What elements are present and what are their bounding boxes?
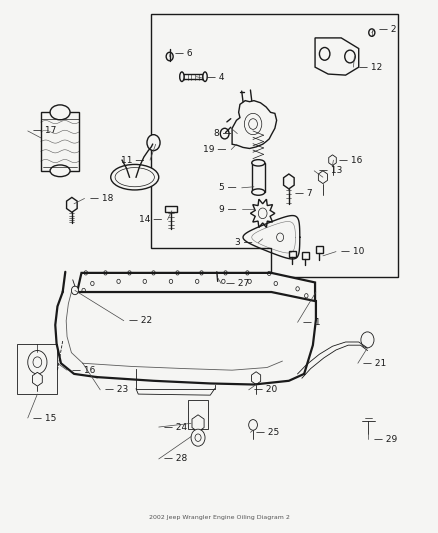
Text: — 7: — 7 [295, 189, 313, 198]
Circle shape [147, 135, 160, 151]
Polygon shape [151, 14, 398, 277]
Text: 2002 Jeep Wrangler Engine Oiling Diagram 2: 2002 Jeep Wrangler Engine Oiling Diagram… [148, 515, 290, 520]
Text: 9 —: 9 — [219, 205, 237, 214]
Ellipse shape [50, 165, 70, 176]
Text: — 18: — 18 [90, 194, 113, 203]
Polygon shape [289, 251, 296, 257]
Polygon shape [251, 372, 261, 384]
Text: — 17: — 17 [33, 126, 57, 135]
Circle shape [249, 419, 258, 430]
Text: — 1: — 1 [303, 318, 321, 327]
Text: — 27: — 27 [226, 279, 250, 288]
Polygon shape [232, 101, 277, 149]
Text: — 24: — 24 [164, 423, 187, 432]
Text: — 2: — 2 [379, 26, 397, 35]
Text: 14 —: 14 — [139, 215, 162, 224]
Ellipse shape [252, 160, 265, 166]
Ellipse shape [252, 189, 265, 195]
Text: — 16: — 16 [339, 156, 362, 165]
Text: — 6: — 6 [175, 50, 193, 58]
Text: — 21: — 21 [363, 359, 386, 368]
Text: 19 —: 19 — [203, 145, 226, 154]
Text: 5 —: 5 — [219, 183, 237, 192]
Ellipse shape [111, 165, 159, 190]
Text: 11 —: 11 — [121, 156, 145, 165]
Polygon shape [316, 246, 323, 253]
Polygon shape [182, 74, 205, 79]
Polygon shape [302, 252, 309, 259]
Polygon shape [329, 155, 336, 165]
Circle shape [166, 52, 173, 61]
Polygon shape [318, 171, 328, 183]
Text: — 13: — 13 [319, 166, 343, 175]
Polygon shape [77, 273, 315, 301]
Polygon shape [67, 197, 77, 212]
Text: — 28: — 28 [164, 455, 187, 463]
Polygon shape [192, 415, 204, 432]
Text: — 29: — 29 [374, 435, 397, 444]
Polygon shape [32, 372, 42, 386]
Text: — 15: — 15 [33, 414, 57, 423]
Text: 3 —: 3 — [236, 238, 253, 247]
Polygon shape [165, 206, 177, 212]
Text: — 23: — 23 [106, 385, 129, 394]
Circle shape [345, 50, 355, 63]
Ellipse shape [203, 72, 207, 82]
Polygon shape [252, 163, 265, 192]
Polygon shape [41, 112, 79, 171]
Text: 8 —: 8 — [215, 129, 232, 138]
Polygon shape [251, 199, 275, 228]
Circle shape [220, 128, 229, 139]
Text: — 22: — 22 [129, 316, 152, 325]
Circle shape [191, 429, 205, 446]
Polygon shape [188, 400, 208, 429]
Text: — 25: — 25 [256, 428, 279, 437]
Ellipse shape [50, 105, 70, 120]
Circle shape [369, 29, 375, 36]
Text: — 10: — 10 [341, 247, 364, 256]
Text: — 20: — 20 [254, 385, 277, 394]
Text: — 16: — 16 [72, 366, 95, 375]
Circle shape [28, 351, 47, 374]
Circle shape [361, 332, 374, 348]
Circle shape [71, 286, 78, 295]
Circle shape [319, 47, 330, 60]
Ellipse shape [180, 72, 184, 82]
Polygon shape [283, 174, 294, 189]
Text: — 4: — 4 [207, 73, 224, 82]
Polygon shape [315, 38, 359, 75]
Text: — 12: — 12 [359, 63, 382, 71]
